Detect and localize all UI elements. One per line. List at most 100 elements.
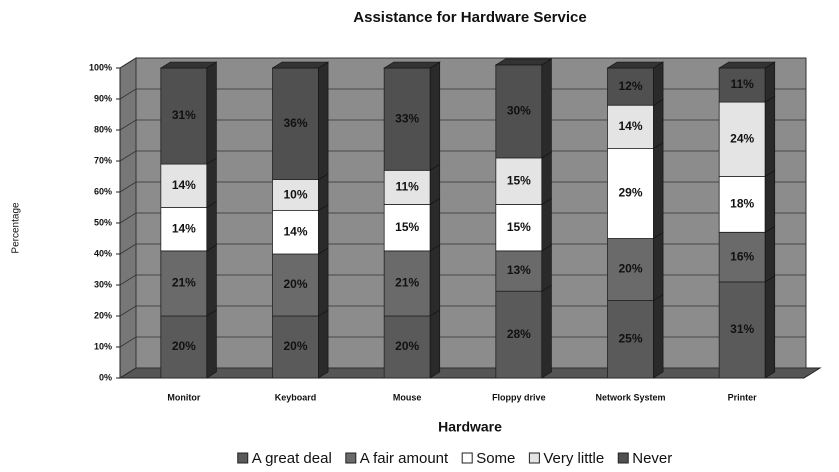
bar-segment <box>495 157 543 205</box>
y-tick-label: 70% <box>94 155 112 165</box>
bar-top <box>159 61 218 69</box>
data-label: 15% <box>507 173 531 187</box>
legend-label: Never <box>632 450 672 467</box>
data-label: 13% <box>507 263 531 277</box>
bar-segment <box>607 67 654 106</box>
data-label: 31% <box>172 108 196 122</box>
data-label: 16% <box>730 249 754 263</box>
grid-line <box>119 274 806 286</box>
data-label: 33% <box>395 111 419 125</box>
bar-segment <box>607 238 654 301</box>
x-tick-label: Keyboard <box>275 392 317 402</box>
bar-segment <box>383 67 431 171</box>
x-tick-label: Monitor <box>167 392 200 402</box>
bar-segment-side <box>206 200 217 252</box>
bar-segment-side <box>764 95 776 178</box>
data-label: 11% <box>395 180 419 194</box>
bar-segment-side <box>653 142 664 240</box>
data-label: 20% <box>283 339 307 353</box>
y-tick-label: 0% <box>99 372 112 382</box>
y-tick-label: 40% <box>94 248 112 258</box>
data-label: 21% <box>172 276 196 290</box>
data-label: 21% <box>395 276 419 290</box>
data-label: 30% <box>507 104 531 118</box>
data-label: 11% <box>730 77 754 91</box>
grid-line <box>119 119 806 131</box>
data-label: 14% <box>618 119 642 133</box>
bar-segment-side <box>541 151 552 205</box>
bar-top <box>271 61 330 69</box>
bar-segment-side <box>206 244 217 317</box>
plot-floor <box>118 367 822 379</box>
chart-title: Assistance for Hardware Service <box>353 9 586 26</box>
data-label: 14% <box>172 221 196 235</box>
data-label: 29% <box>618 186 642 200</box>
data-label: 20% <box>283 277 307 291</box>
data-label: 36% <box>283 116 307 130</box>
bar-segment-side <box>653 61 664 106</box>
legend-swatch <box>237 452 249 464</box>
grid-line <box>119 336 806 348</box>
bar-segment-side <box>541 197 552 252</box>
data-label: 28% <box>507 327 531 341</box>
legend-swatch <box>617 452 629 464</box>
plot-wall <box>119 57 807 379</box>
bar-segment-side <box>206 157 217 209</box>
data-label: 15% <box>395 220 419 234</box>
data-label: 14% <box>283 224 307 238</box>
bar-segment <box>607 300 654 379</box>
grid-line <box>119 181 806 193</box>
bar-segment-side <box>541 58 552 159</box>
bar-segment-side <box>764 169 776 233</box>
bar-segment-side <box>429 244 441 317</box>
bar-segment <box>718 101 766 177</box>
bar-top <box>383 61 441 69</box>
bar-segment-side <box>653 231 664 302</box>
data-label: 10% <box>283 187 307 201</box>
legend-label: A great deal <box>252 450 332 467</box>
bar-top <box>606 61 665 69</box>
bar-segment <box>272 315 319 379</box>
data-label: 20% <box>395 339 419 353</box>
bar-segment <box>160 315 208 379</box>
bar-segment-side <box>318 173 329 212</box>
bar-segment <box>607 148 654 239</box>
data-label: 31% <box>730 322 754 336</box>
bar-segment <box>272 210 319 255</box>
bar-segment-side <box>429 61 441 171</box>
bar-segment-side <box>653 293 664 379</box>
y-tick-label: 80% <box>94 124 112 134</box>
legend-label: A fair amount <box>360 450 449 467</box>
legend-swatch <box>345 452 357 464</box>
bar-segment <box>160 163 208 208</box>
bar-segment-side <box>764 61 776 103</box>
y-tick-label: 30% <box>94 279 112 289</box>
y-tick-label: 60% <box>94 186 112 196</box>
bar-segment <box>718 67 766 103</box>
grid-line <box>119 88 806 100</box>
x-tick-label: Mouse <box>393 392 422 402</box>
x-axis-label: Hardware <box>438 419 502 435</box>
legend-swatch <box>528 452 540 464</box>
grid-line <box>119 243 806 255</box>
grid-line <box>119 367 806 379</box>
data-label: 15% <box>507 220 531 234</box>
bar-segment <box>495 290 543 379</box>
grid-line <box>119 57 806 69</box>
bar-segment-side <box>318 309 329 379</box>
data-label: 20% <box>618 262 642 276</box>
bar-segment-side <box>429 197 441 252</box>
bar-segment-side <box>764 225 776 283</box>
bar-segment-side <box>206 309 217 379</box>
y-tick-label: 20% <box>94 310 112 320</box>
bar-segment-side <box>541 284 552 379</box>
legend-swatch <box>461 452 473 464</box>
x-tick-label: Printer <box>728 392 758 402</box>
bar-segment-side <box>206 61 217 165</box>
data-label: 12% <box>618 79 642 93</box>
y-axis-label: Percentage <box>11 202 22 254</box>
bar-segment <box>383 203 431 252</box>
bar-segment <box>383 169 431 205</box>
bar-segment-side <box>653 98 664 150</box>
